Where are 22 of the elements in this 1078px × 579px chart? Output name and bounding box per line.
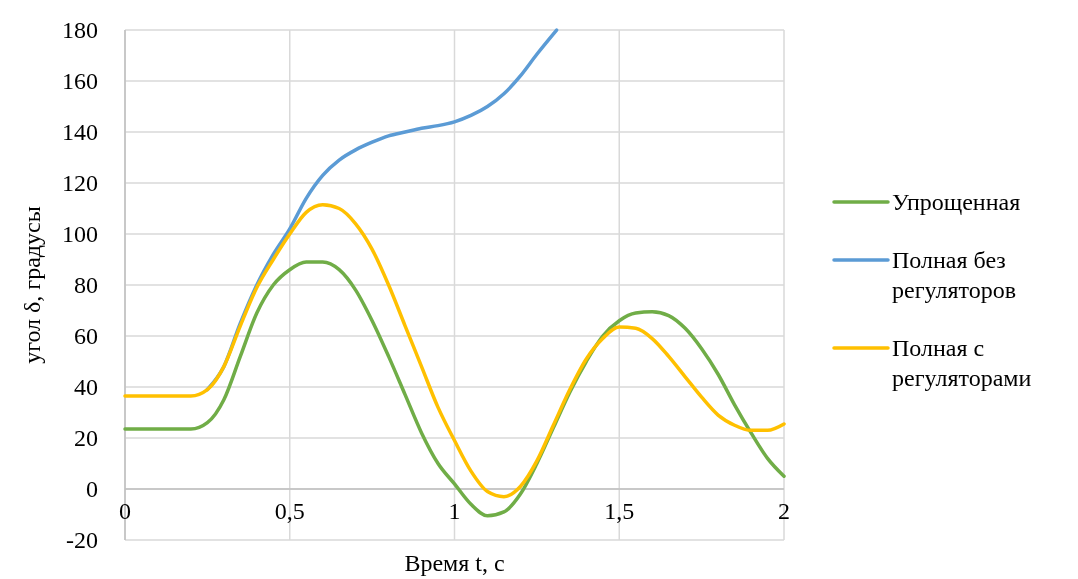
legend-label: Полная с регуляторами [892, 335, 1032, 391]
x-tick-label: 1 [448, 498, 461, 524]
y-tick-label: 40 [74, 374, 98, 400]
line-series [123, 202, 786, 499]
y-tick-label: 20 [74, 425, 98, 451]
x-tick-label: 0 [119, 498, 131, 524]
legend-label: Упрощенная [892, 189, 1021, 215]
y-tick-label: 60 [74, 323, 98, 349]
y-tick-label: 80 [74, 272, 98, 298]
legend-label: Полная без регуляторов [892, 247, 1016, 303]
y-tick-label: -20 [66, 527, 98, 553]
y-tick-label: 120 [62, 170, 98, 196]
y-tick-label: 140 [62, 119, 98, 145]
x-tick-label: 1,5 [604, 498, 635, 524]
y-tick-label: 160 [62, 68, 98, 94]
x-tick-label: 0,5 [274, 498, 305, 524]
x-tick-label: 2 [778, 498, 790, 524]
y-tick-label: 180 [62, 17, 98, 43]
y-tick-label: 100 [62, 221, 98, 247]
y-tick-label: 0 [86, 476, 98, 502]
x-axis-title: Время t, с [404, 550, 505, 576]
y-axis-title: угол δ, градусы [19, 206, 45, 364]
